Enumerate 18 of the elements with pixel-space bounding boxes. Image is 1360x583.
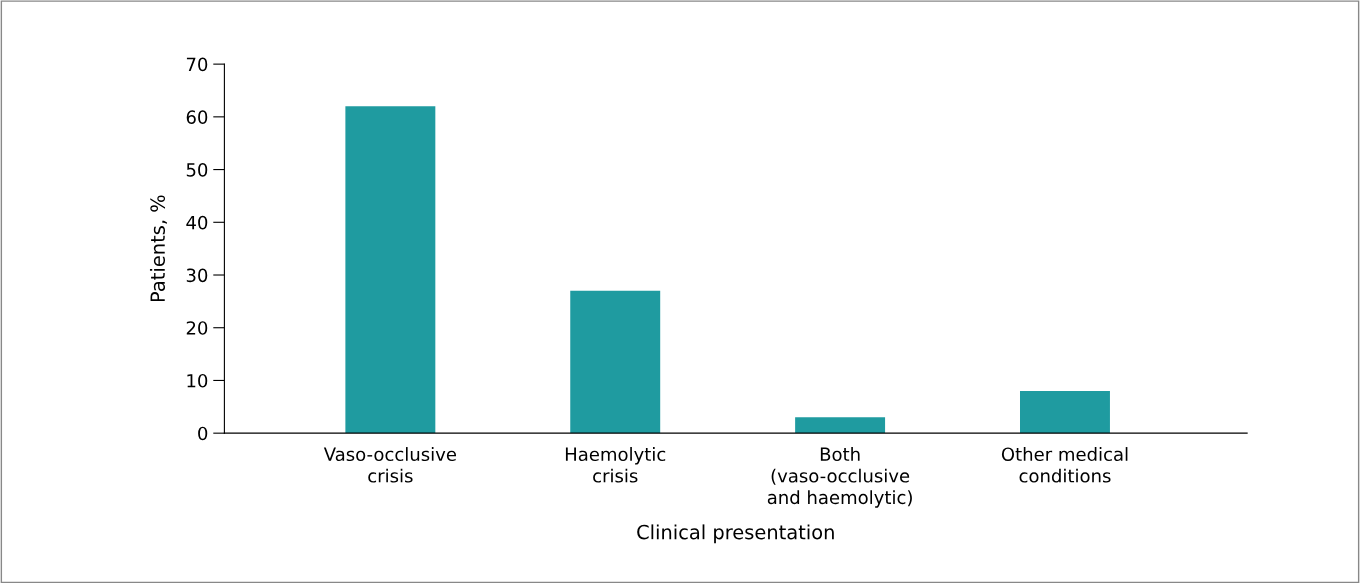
y-tick-label: 40 [186, 215, 208, 230]
bar [345, 106, 436, 434]
bar [570, 290, 661, 434]
bar [795, 417, 886, 434]
y-tick-label: 0 [198, 426, 208, 441]
x-axis-title: Clinical presentation [637, 524, 834, 544]
y-tick-label: 20 [186, 321, 208, 335]
y-axis-title: Patients, % [149, 195, 167, 302]
y-tick-label: 10 [187, 373, 208, 388]
y-tick-label: 70 [186, 57, 208, 72]
x-tick-label: Other medical conditions [1001, 447, 1128, 483]
x-tick-label: Both (vaso-occlusive and haemolytic) [767, 447, 912, 508]
y-tick-label: 60 [186, 110, 208, 124]
x-tick-label: Vaso-occlusive crisis [323, 447, 457, 483]
bar [1020, 390, 1110, 434]
x-tick-label: Haemolytic crisis [565, 447, 666, 483]
y-tick-label: 50 [186, 163, 208, 177]
y-tick-label: 30 [186, 268, 208, 283]
